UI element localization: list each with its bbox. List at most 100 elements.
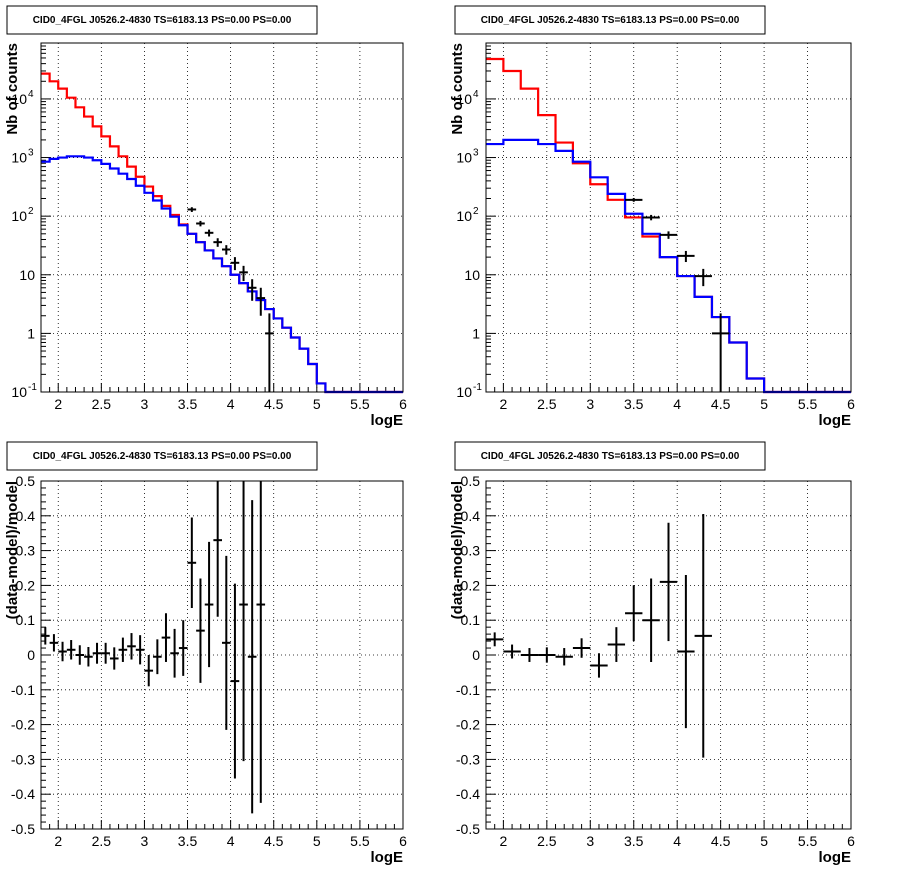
x-tick-label: 4.5 [711,396,731,412]
y-tick-label: 0.3 [461,543,481,559]
x-tick-label: 2.5 [92,396,112,412]
data-point [503,644,521,659]
grid-lines [41,43,403,392]
data-point [170,628,179,678]
data-point [239,481,248,762]
y-tick-label: 10 [456,208,472,224]
y-tick-exponent: -1 [28,382,37,393]
data-point [204,229,214,237]
y-tick-label: 0.4 [461,508,481,524]
y-axis-label: Nb of counts [4,43,21,135]
data-point [659,231,678,239]
y-tick-label: 0.4 [16,508,36,524]
data-point [187,517,197,609]
y-tick-label: 0.2 [461,577,481,593]
y-tick-exponent: 3 [28,148,34,159]
grid-lines [486,481,851,829]
y-tick-exponent: 4 [473,89,479,100]
data-point [222,245,231,255]
y-tick-label: 10 [456,91,472,107]
y-tick-label: -0.5 [11,821,35,837]
chart-title-box [454,5,766,35]
x-tick-label: 2.5 [537,833,557,849]
y-tick-label: 0 [27,647,35,663]
data-point [486,632,504,647]
data-point [538,647,556,663]
component-model-histogram [486,138,851,394]
y-tick-label: -0.3 [456,751,480,767]
chart-panel-top-left: CID0_4FGL J0526.2-4830 TS=6183.13 PS=0.0… [4,5,407,429]
data-point [92,642,102,664]
y-tick-label: 0.5 [16,473,36,489]
data-point [58,641,67,662]
data-point [677,574,695,729]
data-point [590,653,608,678]
x-tick-label: 6 [399,396,407,412]
x-tick-label: 5 [760,396,768,412]
plot-frame [485,42,852,393]
y-tick-label: 0.2 [16,577,36,593]
x-tick-label: 2.5 [537,396,557,412]
data-point [213,238,222,247]
grid-lines [41,481,403,829]
data-point [84,646,93,667]
x-tick-label: 5.5 [350,833,370,849]
x-tick-label: 4.5 [264,396,284,412]
data-point [109,647,119,670]
data-point [196,578,205,683]
data-point [694,514,712,758]
data-point [694,268,712,287]
chart-title-box [6,5,318,35]
data-point [187,207,197,212]
data-point [135,635,145,665]
x-tick-label: 4 [227,396,235,412]
data-point [213,481,222,617]
chart-title: CID0_4FGL J0526.2-4830 TS=6183.13 PS=0.0… [481,15,740,26]
data-point [520,648,539,662]
data-point [230,257,240,271]
x-tick-label: 3 [141,833,149,849]
chart-title-box [454,441,766,471]
x-tick-label: 3 [586,833,594,849]
y-tick-label: 1 [472,325,480,341]
x-axis-label: logE [371,412,404,429]
data-point [256,481,266,803]
x-tick-label: 3.5 [624,396,644,412]
x-axis-label: logE [371,849,404,866]
y-tick-label: 10 [456,150,472,166]
x-tick-label: 4.5 [264,833,284,849]
y-tick-label: 10 [11,150,27,166]
y-axis-label: Nb of counts [449,43,466,135]
data-point [41,627,50,645]
data-point [555,648,573,666]
y-tick-label: -0.1 [456,682,480,698]
data-point [153,639,162,675]
chart-title-box [6,441,318,471]
y-tick-label: -0.5 [456,821,480,837]
y-tick-label: 0.5 [461,473,481,489]
data-point [247,500,257,814]
data-point [222,555,231,730]
data-point [144,655,154,687]
x-tick-label: 3.5 [624,833,644,849]
data-point [572,638,591,658]
x-tick-label: 3.5 [178,396,198,412]
data-point [118,637,128,662]
chart-panel-top-right: CID0_4FGL J0526.2-4830 TS=6183.13 PS=0.0… [449,5,855,429]
x-tick-label: 2 [54,396,62,412]
x-tick-label: 6 [847,396,855,412]
y-tick-label: 0 [472,647,480,663]
y-axis-label: (data-model)/model [4,481,21,619]
data-point [642,578,660,662]
x-tick-label: 2 [499,396,507,412]
data-point [196,220,205,227]
x-tick-label: 3 [586,396,594,412]
data-point [265,313,274,392]
y-tick-label: -0.4 [456,786,480,802]
data-point [230,583,240,779]
y-tick-label: 10 [11,208,27,224]
data-point [127,633,136,660]
y-tick-label: -0.2 [456,717,480,733]
plot-frame [40,42,404,393]
x-tick-label: 6 [847,833,855,849]
